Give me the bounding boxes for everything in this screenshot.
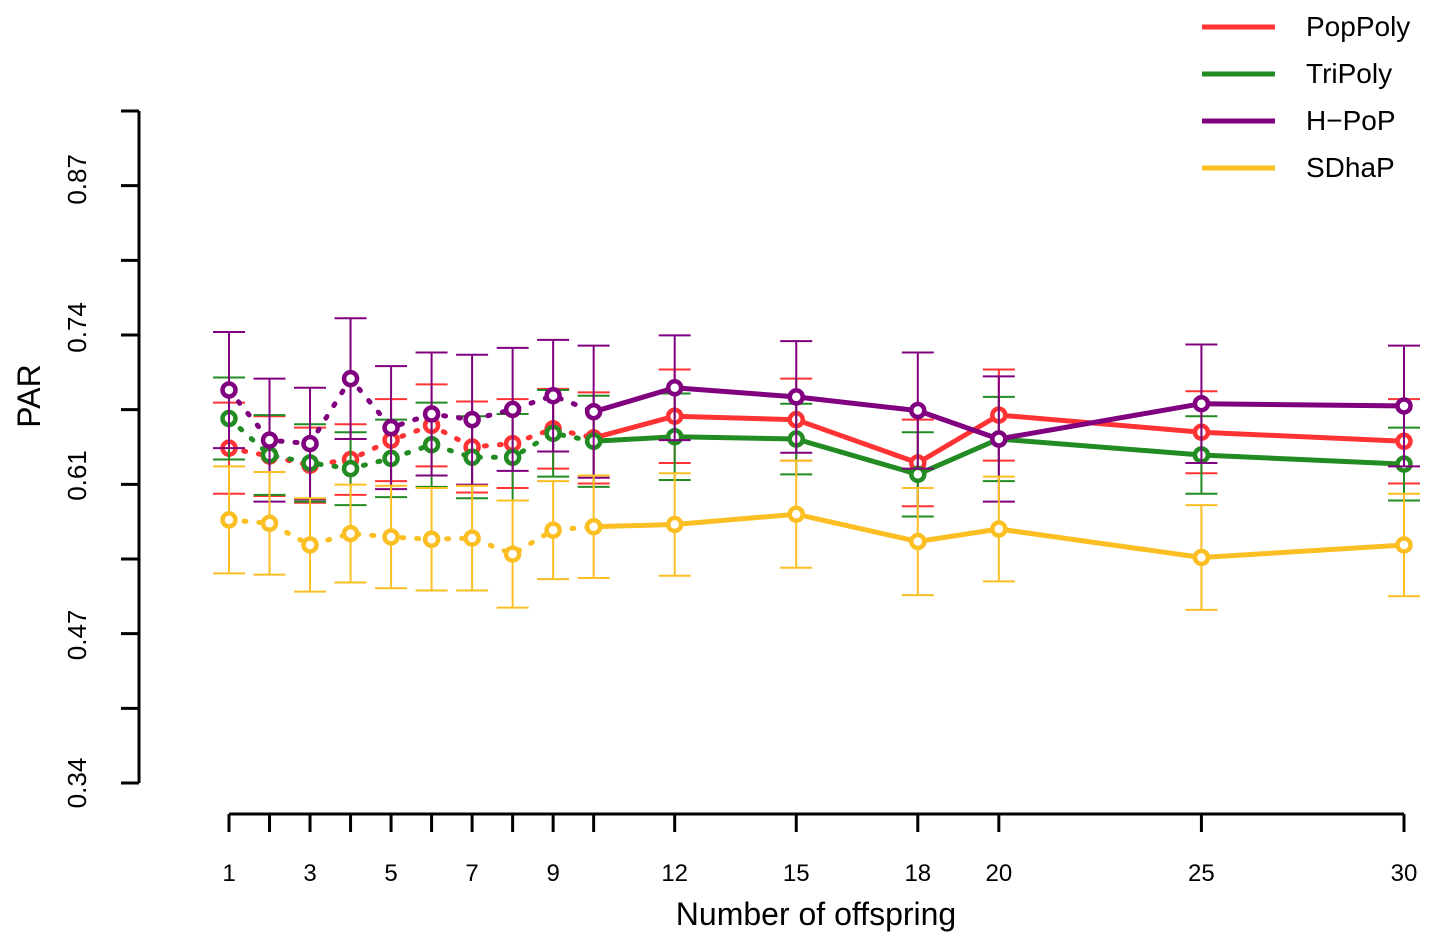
x-tick-label: 7 xyxy=(465,860,478,887)
data-point xyxy=(584,402,603,421)
data-point xyxy=(990,430,1008,448)
data-point xyxy=(382,418,400,437)
data-point xyxy=(463,529,481,547)
y-tick-label: 0.61 xyxy=(62,450,92,501)
series-line-dotted xyxy=(226,416,597,472)
series-line-dotted xyxy=(226,422,597,468)
series-line-dotted xyxy=(226,376,597,447)
data-point xyxy=(341,459,360,478)
legend-label: SDhaP xyxy=(1306,152,1395,183)
x-tick-label: 30 xyxy=(1391,860,1418,887)
data-point xyxy=(301,434,319,453)
data-point xyxy=(1192,548,1211,567)
data-point xyxy=(584,517,603,536)
x-tick-label: 25 xyxy=(1188,860,1215,887)
data-point xyxy=(990,520,1008,538)
data-point xyxy=(1395,397,1413,415)
data-point xyxy=(909,401,927,420)
legend-label: H−PoP xyxy=(1306,105,1396,136)
y-axis: 0.34 0.47 0.61 0.74 0.87 xyxy=(62,109,141,809)
legend-label: TriPoly xyxy=(1306,58,1392,89)
x-tick-label: 5 xyxy=(384,860,397,887)
data-point xyxy=(503,545,522,563)
data-point xyxy=(301,536,319,554)
data-point xyxy=(1192,394,1211,413)
data-point xyxy=(665,379,684,397)
data-point xyxy=(422,405,441,423)
data-point xyxy=(909,532,927,551)
data-point xyxy=(260,431,279,449)
series-group xyxy=(213,317,1420,503)
data-point xyxy=(260,514,279,533)
x-tick-label: 15 xyxy=(783,860,810,887)
data-point xyxy=(909,465,927,484)
data-point xyxy=(341,524,360,543)
x-tick-label: 12 xyxy=(661,860,688,887)
x-tick-label: 18 xyxy=(904,860,931,887)
data-point xyxy=(422,530,441,549)
data-point xyxy=(341,369,360,388)
data-point xyxy=(382,528,400,546)
data-point xyxy=(220,511,238,529)
x-tick-label: 20 xyxy=(985,860,1012,887)
y-tick-label: 0.34 xyxy=(62,758,92,809)
y-tick-label: 0.47 xyxy=(62,610,92,661)
plot-series xyxy=(213,317,1420,611)
y-tick-label: 0.87 xyxy=(62,154,92,205)
legend: PopPoly TriPoly H−PoP SDhaP xyxy=(1202,11,1410,183)
series-group xyxy=(213,459,1420,611)
legend-label: PopPoly xyxy=(1306,11,1410,42)
y-tick-label: 0.74 xyxy=(62,302,92,353)
y-axis-label: PAR xyxy=(11,364,47,427)
data-point xyxy=(787,388,805,406)
data-point xyxy=(1395,536,1413,554)
x-tick-label: 1 xyxy=(222,860,235,887)
data-point xyxy=(503,400,522,419)
data-point xyxy=(544,386,562,405)
x-axis: 1 3 5 7 9 12 15 18 20 25 30 xyxy=(222,812,1418,887)
data-point xyxy=(463,410,481,429)
x-axis-label: Number of offspring xyxy=(676,896,956,932)
data-point xyxy=(665,515,684,534)
data-point xyxy=(220,381,238,399)
data-point xyxy=(787,505,805,523)
data-point xyxy=(544,521,562,539)
x-tick-label: 9 xyxy=(546,860,559,887)
series-line-dotted xyxy=(226,517,597,557)
x-tick-label: 3 xyxy=(303,860,316,887)
